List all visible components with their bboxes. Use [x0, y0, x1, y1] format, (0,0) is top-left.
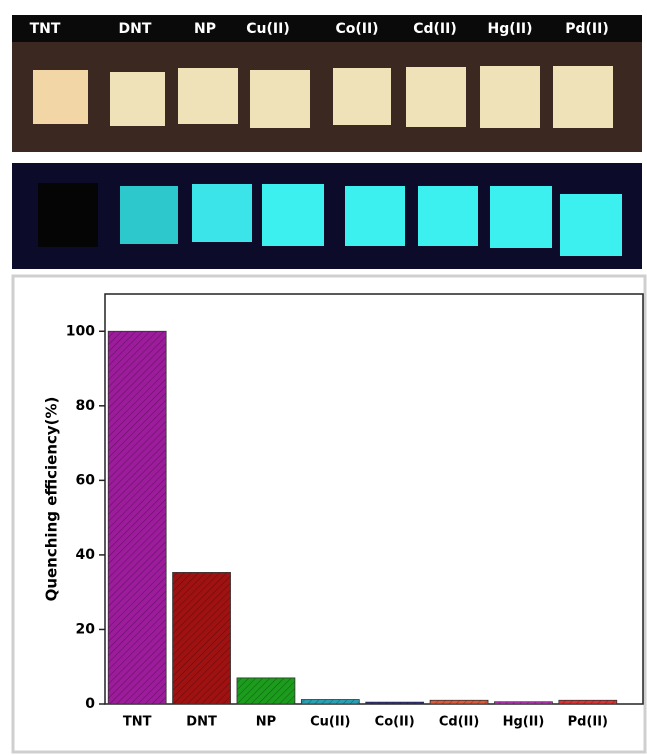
paper	[418, 186, 478, 246]
paper	[345, 186, 405, 246]
bar	[107, 330, 167, 705]
y-tick-label: 60	[76, 472, 96, 488]
header-label: Hg(II)	[488, 21, 533, 37]
paper	[490, 186, 552, 248]
bar	[172, 572, 231, 705]
header-label: Co(II)	[335, 21, 378, 37]
chart-panel	[11, 274, 647, 754]
header-label: Cd(II)	[413, 21, 457, 37]
paper	[33, 70, 88, 124]
bar	[558, 699, 618, 705]
y-tick-label: 0	[85, 696, 95, 712]
bar	[300, 699, 360, 705]
paper	[250, 70, 310, 128]
paper-squares	[33, 66, 613, 128]
paper	[262, 184, 324, 246]
quenched-paper	[38, 183, 98, 247]
header-label: Pd(II)	[565, 21, 609, 37]
y-tick-label: 80	[76, 398, 96, 414]
paper	[120, 186, 178, 244]
y-tick-label: 20	[76, 621, 96, 637]
header-label: Cu(II)	[246, 21, 289, 37]
bar	[429, 699, 489, 705]
header-bar	[12, 15, 642, 42]
paper	[480, 66, 540, 128]
x-tick-label: Cd(II)	[439, 715, 479, 730]
y-axis-label: Quenching efficiency(%)	[43, 397, 61, 602]
x-tick-label: Co(II)	[375, 715, 415, 730]
paper	[560, 194, 622, 256]
paper	[553, 66, 613, 128]
y-tick-label: 40	[76, 547, 96, 563]
uv-squares	[38, 183, 622, 256]
paper	[406, 67, 466, 127]
x-tick-label: Pd(II)	[568, 715, 608, 730]
header-label: NP	[194, 21, 216, 37]
x-tick-label: NP	[256, 715, 276, 730]
x-tick-label: TNT	[123, 715, 152, 730]
paper	[110, 72, 165, 126]
x-tick-label: Cu(II)	[310, 715, 350, 730]
header-label: TNT	[30, 21, 61, 37]
paper	[178, 68, 238, 124]
header-label: DNT	[119, 21, 152, 37]
bar	[494, 701, 553, 705]
bar	[365, 701, 425, 705]
paper	[192, 184, 252, 242]
bar	[236, 677, 296, 705]
y-tick-label: 100	[66, 323, 95, 339]
x-tick-label: DNT	[186, 715, 217, 730]
x-tick-label: Hg(II)	[503, 715, 545, 730]
paper	[333, 68, 391, 125]
photo-daylight	[12, 42, 642, 152]
